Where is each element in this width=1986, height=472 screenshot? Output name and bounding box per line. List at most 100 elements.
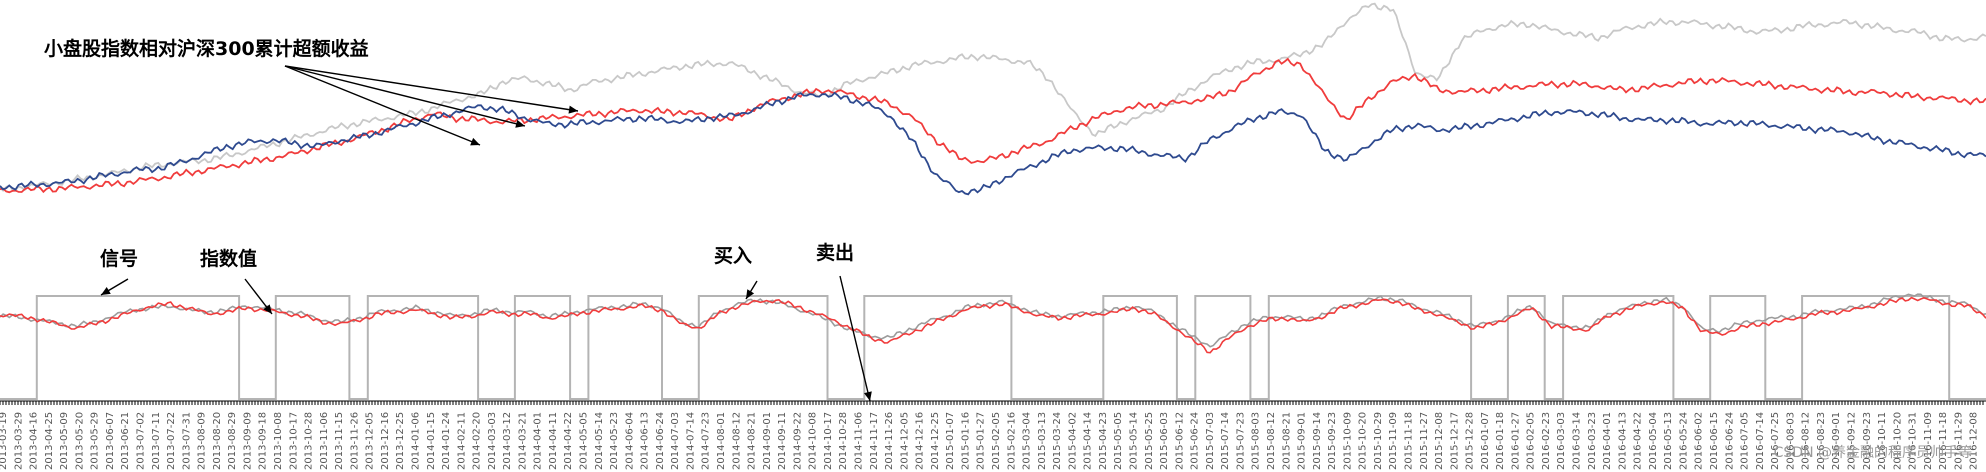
top-series-gray [0, 2, 1986, 192]
x-tick-label: 2016-05-04 [1648, 412, 1659, 470]
x-tick-label: 2014-12-16 [915, 412, 926, 470]
x-tick-label: 2016-01-07 [1480, 412, 1491, 470]
title-arrow-1-head [568, 105, 578, 114]
x-tick-label: 2015-09-23 [1327, 412, 1338, 470]
x-tick-label: 2016-02-05 [1526, 412, 1537, 470]
x-tick-label: 2016-11-18 [1938, 412, 1949, 470]
x-tick-label: 2015-11-09 [1388, 412, 1399, 470]
x-tick-label: 2013-09-09 [242, 412, 253, 470]
x-tick-label: 2015-06-12 [1174, 412, 1185, 470]
x-tick-label: 2016-10-20 [1892, 412, 1903, 470]
x-tick-label: 2014-09-22 [792, 412, 803, 470]
x-axis: 2013-03-19 2013-03-29 2013-04-16 2013-04-25… [0, 400, 1986, 470]
x-tick-label: 2015-11-27 [1419, 412, 1430, 470]
x-tick-label: 2014-04-01 [533, 412, 544, 470]
x-tick-label: 2016-03-23 [1587, 412, 1598, 470]
x-tick-label: 2015-10-20 [1358, 412, 1369, 470]
x-tick-label: 2016-03-14 [1572, 412, 1583, 470]
x-tick-label: 2013-12-25 [395, 412, 406, 470]
x-tick-label: 2014-05-23 [609, 412, 620, 470]
x-tick-label: 2013-07-11 [151, 412, 162, 470]
x-tick-label: 2014-07-14 [686, 412, 697, 470]
buy-label: 买入 [714, 245, 753, 267]
x-tick-label: 2016-04-22 [1633, 412, 1644, 470]
signal-label: 信号 [100, 248, 139, 270]
title-arrow-1 [284, 65, 579, 112]
x-tick-label: 2015-10-09 [1342, 412, 1353, 470]
x-tick-label: 2016-06-24 [1724, 412, 1735, 470]
x-tick-label: 2015-02-16 [1006, 412, 1017, 470]
signal-line [0, 295, 1986, 400]
x-tick-label: 2013-10-28 [304, 412, 315, 470]
x-tick-label: 2014-12-05 [899, 412, 910, 470]
x-tick-label: 2014-04-11 [548, 412, 559, 470]
x-tick-label: 2014-01-15 [426, 412, 437, 470]
top-series-red [0, 57, 1986, 194]
x-tick-label: 2015-05-05 [1113, 412, 1124, 470]
bottom-panel [0, 293, 1986, 400]
x-tick-label: 2013-04-25 [44, 412, 55, 470]
x-tick-label: 2014-08-12 [731, 412, 742, 470]
title-arrows [284, 65, 579, 146]
x-tick-label: 2013-07-31 [181, 412, 192, 470]
top-series-blue [0, 91, 1986, 196]
x-tick-label: 2015-09-01 [1297, 412, 1308, 470]
x-tick-label: 2014-03-21 [517, 412, 528, 470]
x-tick-label: 2014-01-24 [441, 412, 452, 470]
x-tick-label: 2014-03-12 [502, 412, 513, 470]
x-tick-label: 2013-06-07 [105, 412, 116, 470]
x-tick-label: 2015-03-13 [1037, 412, 1048, 470]
x-tick-label: 2016-09-01 [1831, 412, 1842, 470]
x-tick-label: 2016-08-12 [1801, 412, 1812, 470]
x-tick-label: 2015-01-07 [945, 412, 956, 470]
x-tick-label: 2014-05-14 [594, 412, 605, 470]
x-tick-label: 2014-01-06 [411, 412, 422, 470]
x-tick-label: 2015-01-27 [976, 412, 987, 470]
x-tick-label: 2015-10-29 [1373, 412, 1384, 470]
x-tick-label: 2014-11-26 [884, 412, 895, 470]
x-tick-label: 2016-08-03 [1785, 412, 1796, 470]
signal-arrow-head [101, 286, 111, 295]
x-tick-label: 2014-05-05 [579, 412, 590, 470]
x-tick-label: 2014-07-23 [701, 412, 712, 470]
x-tick-label: 2013-12-05 [365, 412, 376, 470]
annotation-arrows [100, 275, 872, 402]
x-tick-label: 2014-09-01 [762, 412, 773, 470]
x-tick-label: 2014-06-04 [624, 412, 635, 470]
x-tick-label: 2016-08-23 [1816, 412, 1827, 470]
top-panel [0, 2, 1986, 196]
x-tick-label: 2015-06-24 [1190, 412, 1201, 470]
x-tick-label: 2013-11-06 [319, 412, 330, 470]
x-tick-label: 2015-12-08 [1434, 412, 1445, 470]
x-tick-label: 2013-11-26 [349, 412, 360, 470]
x-tick-label: 2014-06-13 [640, 412, 651, 470]
x-tick-label: 2013-05-20 [74, 412, 85, 470]
sell-arrow-head [864, 391, 872, 401]
x-tick-label: 2013-03-19 [0, 412, 9, 470]
x-tick-label: 2014-09-11 [777, 412, 788, 470]
x-tick-label: 2013-08-29 [227, 412, 238, 470]
x-tick-label: 2014-02-20 [472, 412, 483, 470]
x-tick-label: 2015-01-16 [960, 412, 971, 470]
x-tick-label: 2015-07-14 [1220, 412, 1231, 470]
x-tick-label: 2016-11-09 [1923, 412, 1934, 470]
x-tick-label: 2016-05-13 [1663, 412, 1674, 470]
x-tick-label: 2013-05-09 [59, 412, 70, 470]
x-tick-label: 2016-05-24 [1679, 412, 1690, 470]
x-tick-label: 2014-02-11 [456, 412, 467, 470]
buy-arrow-head [746, 289, 755, 299]
x-tick-label: 2014-10-17 [823, 412, 834, 470]
index-series-red [0, 296, 1986, 354]
x-tick-label: 2015-03-24 [1052, 412, 1063, 470]
x-tick-label: 2014-12-25 [930, 412, 941, 470]
x-tick-label: 2015-04-14 [1083, 412, 1094, 470]
x-tick-label: 2013-08-20 [212, 412, 223, 470]
x-tick-label: 2016-06-02 [1694, 412, 1705, 470]
x-tick-label: 2013-08-09 [197, 412, 208, 470]
x-tick-label: 2015-09-14 [1312, 412, 1323, 470]
x-tick-label: 2014-10-08 [808, 412, 819, 470]
x-tick-label: 2015-04-02 [1067, 412, 1078, 470]
x-tick-label: 2015-08-12 [1266, 412, 1277, 470]
x-tick-label: 2014-04-22 [563, 412, 574, 470]
x-tick-label: 2013-03-29 [13, 412, 24, 470]
